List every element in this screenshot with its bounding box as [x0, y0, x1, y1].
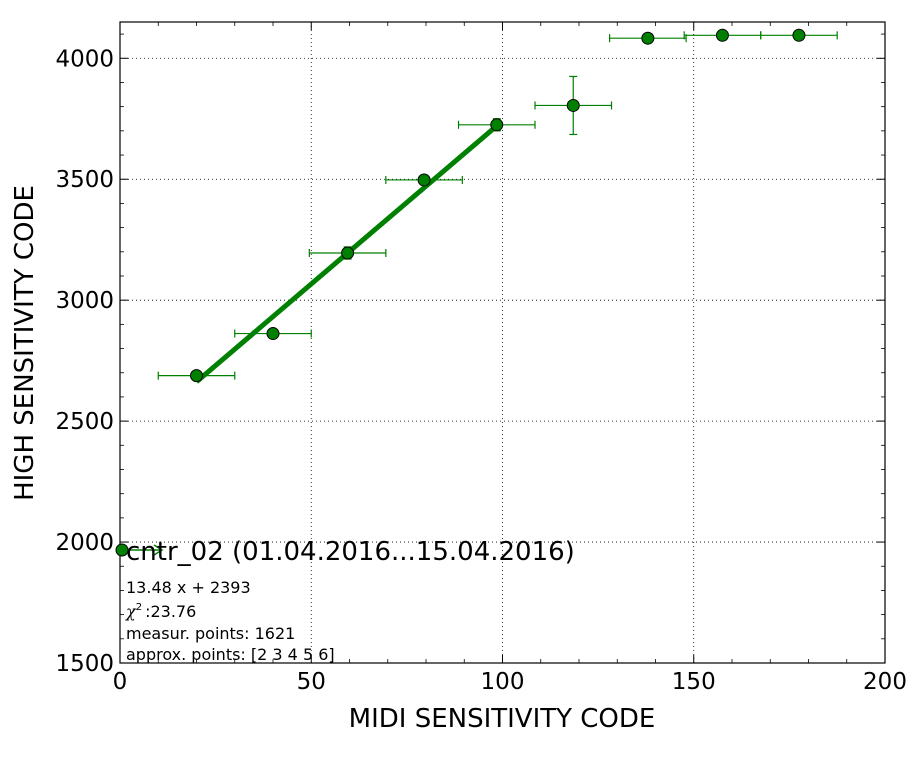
x-tick-label: 150: [672, 669, 716, 695]
data-point: [341, 246, 355, 260]
y-axis-title: HIGH SENSITIVITY CODE: [10, 185, 40, 501]
y-tick-label: 2500: [55, 409, 114, 435]
grid-lines: [120, 22, 885, 663]
chi-symbol: χ: [125, 602, 137, 621]
fit-info: 13.48 x + 2393 χ2:23.76 measur. points: …: [125, 578, 335, 664]
legend-label: cntr_02 (01.04.2016...15.04.2016): [126, 537, 575, 567]
y-tick-label: 1500: [55, 651, 114, 677]
x-tick-label: 50: [297, 669, 326, 695]
data-point: [566, 98, 580, 112]
x-tick-label: 200: [863, 669, 907, 695]
minor-ticks: [120, 22, 885, 663]
measured-points: measur. points: 1621: [126, 624, 295, 643]
chi-value: :23.76: [145, 602, 196, 621]
y-axis-ticks: 1500 2000 2500 3000 3500 4000: [55, 46, 885, 677]
y-tick-label: 3000: [55, 288, 114, 314]
x-tick-label: 100: [481, 669, 525, 695]
data-point: [417, 173, 431, 187]
y-tick-label: 4000: [55, 46, 114, 72]
data-point: [792, 28, 806, 42]
legend: cntr_02 (01.04.2016...15.04.2016): [115, 537, 575, 567]
x-axis-title: MIDI SENSITIVITY CODE: [349, 704, 656, 734]
approx-points: approx. points: [2 3 4 5 6]: [126, 645, 335, 664]
data-point: [190, 369, 203, 383]
data-point: [641, 31, 655, 45]
fit-equation: 13.48 x + 2393: [126, 578, 251, 597]
x-axis-ticks: 0 50 100 150 200: [113, 22, 907, 695]
data-point: [715, 28, 729, 42]
data-point: [266, 327, 280, 341]
y-tick-label: 3500: [55, 167, 114, 193]
legend-arrow: [153, 544, 164, 556]
legend-marker: [115, 543, 129, 557]
chi-superscript: 2: [136, 602, 142, 613]
x-tick-label: 0: [113, 669, 128, 695]
chi-square: χ2:23.76: [125, 602, 196, 621]
data-points: [190, 28, 806, 383]
y-tick-label: 2000: [55, 530, 114, 556]
data-point: [490, 118, 504, 132]
